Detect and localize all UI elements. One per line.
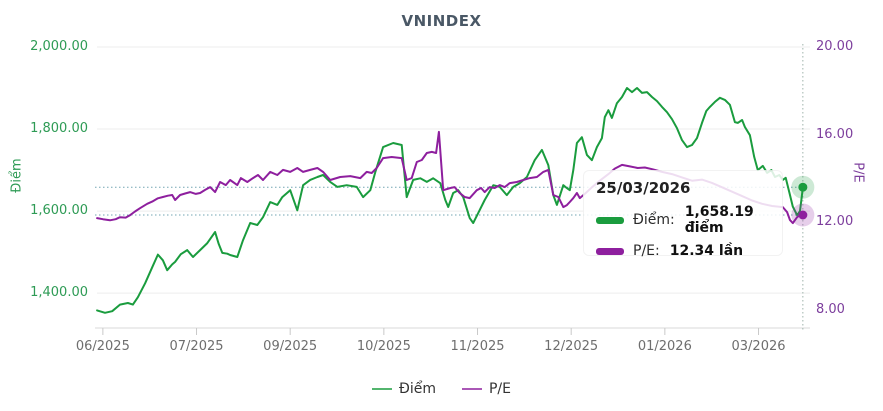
- diem-series-swatch-icon: [596, 216, 624, 224]
- left-axis-tick-label: 1,600.00: [30, 203, 88, 219]
- chart-title: VNINDEX: [401, 12, 482, 30]
- marker-dot: [798, 182, 808, 192]
- chart-tooltip: 25/03/2026 Điểm: 1,658.19 điểm P/E: 12.3…: [583, 170, 783, 259]
- x-axis-tick-label: 11/2025: [450, 339, 505, 354]
- series-line-pe: [96, 130, 804, 225]
- pe-legend-line-icon: [461, 388, 482, 390]
- legend-label-pe: P/E: [488, 381, 511, 397]
- tooltip-value-pe: 12.34 lần: [669, 243, 744, 259]
- x-axis-tick-label: 01/2026: [637, 339, 692, 354]
- right-axis-tick-label: 8.00: [816, 302, 845, 318]
- series-line-diem: [96, 87, 804, 314]
- x-axis-tick-label: 07/2025: [169, 339, 224, 354]
- pe-series-swatch-icon: [596, 247, 624, 255]
- marker-dot: [798, 210, 808, 220]
- x-axis-tick-label: 12/2025: [544, 339, 599, 354]
- x-axis-tick-label: 03/2026: [731, 339, 786, 354]
- x-axis-tick-label: 06/2025: [75, 339, 130, 354]
- tooltip-value-diem: 1,658.19 điểm: [684, 204, 754, 236]
- legend-label-diem: Điểm: [398, 381, 436, 397]
- right-axis-tick-label: 12.00: [816, 214, 854, 230]
- left-axis-tick-label: 1,400.00: [30, 285, 88, 301]
- x-axis-tick-label: 10/2025: [356, 339, 411, 354]
- tooltip-date: 25/03/2026: [596, 179, 691, 197]
- right-axis-tick-label: 20.00: [816, 38, 854, 54]
- diem-legend-line-icon: [371, 388, 392, 390]
- right-axis-tick-label: 16.00: [816, 126, 854, 142]
- left-axis-tick-label: 1,800.00: [30, 121, 88, 137]
- legend-item-diem[interactable]: Điểm: [371, 381, 436, 397]
- tooltip-label-diem: Điểm:: [633, 212, 675, 228]
- legend-item-pe[interactable]: P/E: [461, 381, 511, 397]
- tooltip-row-pe: P/E: 12.34 lần: [596, 243, 782, 259]
- x-axis-tick-label: 09/2025: [263, 339, 318, 354]
- chart-legend: Điểm P/E: [0, 381, 883, 397]
- tooltip-row-diem: Điểm: 1,658.19 điểm: [596, 204, 782, 236]
- tooltip-label-pe: P/E:: [633, 243, 660, 259]
- left-axis-tick-label: 2,000.00: [30, 38, 88, 54]
